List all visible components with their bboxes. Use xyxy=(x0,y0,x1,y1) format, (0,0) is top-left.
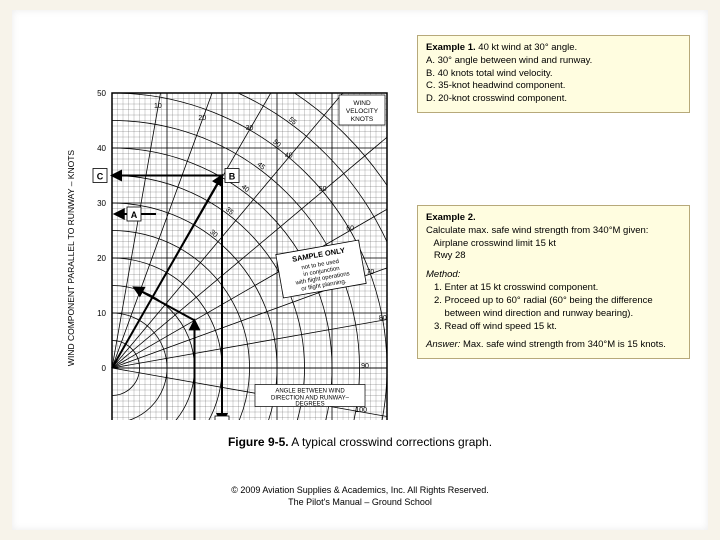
svg-text:0: 0 xyxy=(102,364,107,373)
svg-text:30: 30 xyxy=(246,125,254,132)
copyright-line: © 2009 Aviation Supplies & Academics, In… xyxy=(12,485,708,497)
svg-text:10: 10 xyxy=(97,309,106,318)
svg-text:100: 100 xyxy=(355,407,367,414)
svg-text:A: A xyxy=(131,210,138,220)
svg-text:50: 50 xyxy=(271,139,282,149)
svg-text:20: 20 xyxy=(97,254,106,263)
svg-text:VELOCITY: VELOCITY xyxy=(346,108,379,115)
example-2-method-label: Method: xyxy=(426,269,681,282)
svg-text:90: 90 xyxy=(361,363,369,370)
figure-caption: Figure 9-5. A typical crosswind correcti… xyxy=(12,435,708,449)
example-2-intro: Airplane crosswind limit 15 kt xyxy=(426,238,681,251)
svg-text:10: 10 xyxy=(154,103,162,110)
example-2-method: 2. Proceed up to 60° radial (60° being t… xyxy=(426,295,681,308)
svg-text:55: 55 xyxy=(287,116,298,126)
example-2-intro: Calculate max. safe wind strength from 3… xyxy=(426,225,681,238)
svg-text:KNOTS: KNOTS xyxy=(351,116,374,123)
crosswind-chart: 01020304050-1001020304050102030405060708… xyxy=(42,20,412,420)
svg-text:50: 50 xyxy=(319,186,327,193)
example-1-line: C. 35-knot headwind component. xyxy=(426,80,681,93)
svg-text:WIND COMPONENT PARALLEL TO RUN: WIND COMPONENT PARALLEL TO RUNWAY – KNOT… xyxy=(66,150,76,366)
svg-text:80: 80 xyxy=(379,315,387,322)
svg-text:WIND: WIND xyxy=(353,100,371,107)
svg-text:60: 60 xyxy=(346,226,354,233)
example-1-title: Example 1. 40 kt wind at 30° angle. xyxy=(426,42,681,55)
svg-text:40: 40 xyxy=(97,144,106,153)
example-2-title: Example 2. xyxy=(426,212,681,225)
copyright-line: The Pilot's Manual – Ground School xyxy=(12,497,708,509)
svg-text:DEGREES: DEGREES xyxy=(295,402,324,408)
svg-text:D: D xyxy=(219,419,226,420)
svg-text:30: 30 xyxy=(208,229,219,239)
svg-text:ANGLE BETWEEN WIND: ANGLE BETWEEN WIND xyxy=(275,389,345,395)
page-inner: 01020304050-1001020304050102030405060708… xyxy=(12,10,708,530)
svg-text:70: 70 xyxy=(367,269,375,276)
svg-text:20: 20 xyxy=(198,115,206,122)
example-2-method: 3. Read off wind speed 15 kt. xyxy=(426,321,681,334)
example-1-line: D. 20-knot crosswind component. xyxy=(426,93,681,106)
svg-text:50: 50 xyxy=(97,89,106,98)
svg-text:C: C xyxy=(97,172,104,182)
example-1-line: A. 30° angle between wind and runway. xyxy=(426,55,681,68)
example-2-method: 1. Enter at 15 kt crosswind component. xyxy=(426,282,681,295)
example-2-box: Example 2. Calculate max. safe wind stre… xyxy=(417,205,690,359)
svg-text:30: 30 xyxy=(97,199,106,208)
svg-text:40: 40 xyxy=(285,152,293,159)
example-1-box: Example 1. 40 kt wind at 30° angle. A. 3… xyxy=(417,35,690,113)
example-1-line: B. 40 knots total wind velocity. xyxy=(426,68,681,81)
example-2-answer: Answer: Max. safe wind strength from 340… xyxy=(426,339,681,352)
example-2-method: between wind direction and runway bearin… xyxy=(426,308,681,321)
copyright: © 2009 Aviation Supplies & Academics, In… xyxy=(12,485,708,508)
example-2-intro: Rwy 28 xyxy=(426,250,681,263)
svg-text:B: B xyxy=(229,172,236,182)
svg-text:-10: -10 xyxy=(94,419,106,420)
svg-text:40: 40 xyxy=(240,184,251,194)
